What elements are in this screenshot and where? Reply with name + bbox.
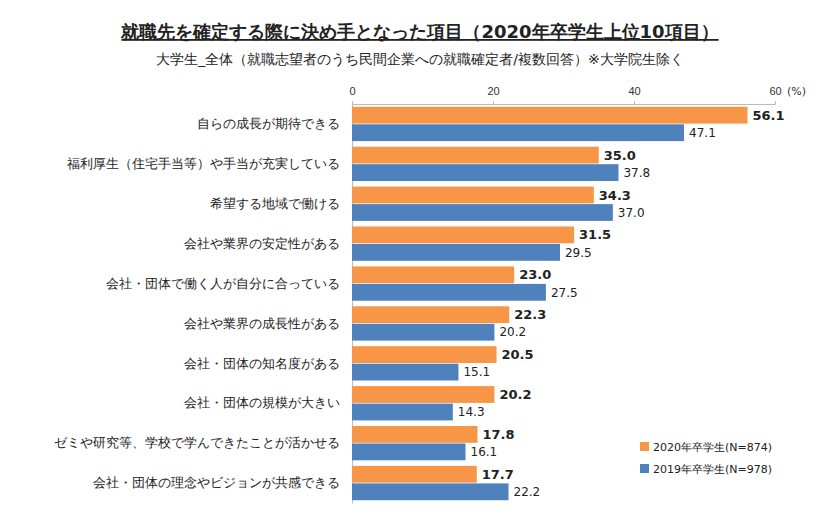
x-tick-mark xyxy=(493,101,494,104)
y-tick: ゼミや研究等、学校で学んできたことが活かせる xyxy=(54,435,352,450)
x-axis: 0 20 40 60 xyxy=(349,85,781,105)
y-tick: 会社や業界の成長性がある xyxy=(184,316,352,331)
x-tick-label: 0 xyxy=(349,85,355,97)
y-tick: 自らの成長が期待できる xyxy=(197,116,352,131)
legend-swatch xyxy=(640,442,649,451)
legend-label: 2020年卒学生(N=874) xyxy=(653,441,772,454)
y-tick: 会社・団体で働く人が自分に合っている xyxy=(106,276,352,291)
data-label: 34.3 xyxy=(599,188,631,203)
data-label: 17.7 xyxy=(482,467,514,482)
x-tick: 0 xyxy=(349,85,355,104)
bar xyxy=(352,346,497,363)
subtitle: 大学生_全体（就職志望者のうち民間企業への就職確定者/複数回答）※大学院生除く xyxy=(156,51,683,67)
title: 就職先を確定する際に決め手となった項目（2020年卒学生上位10項目） xyxy=(120,21,718,42)
x-tick: 20 xyxy=(487,85,499,104)
x-tick-label: 60 xyxy=(769,85,781,97)
x-tick-mark xyxy=(634,101,635,104)
bar xyxy=(352,364,458,381)
data-label: 37.0 xyxy=(618,206,645,220)
bar xyxy=(352,147,599,164)
y-tick-label: 会社・団体の知名度がある xyxy=(184,356,340,371)
data-label: 31.5 xyxy=(579,227,611,242)
x-tick-label: 40 xyxy=(628,85,640,97)
y-axis: 自らの成長が期待できる福利厚生（住宅手当等）や手当が充実している希望する地域で働… xyxy=(54,105,353,504)
bar xyxy=(352,306,509,323)
bar xyxy=(352,164,618,181)
data-label: 22.3 xyxy=(514,307,546,322)
y-tick-label: 会社や業界の成長性がある xyxy=(184,316,340,331)
y-tick: 会社・団体の規模が大きい xyxy=(184,395,352,410)
data-label: 47.1 xyxy=(689,126,716,140)
data-label: 22.2 xyxy=(514,485,541,499)
data-label: 37.8 xyxy=(623,166,650,180)
bar xyxy=(352,124,684,141)
y-tick-label: 福利厚生（住宅手当等）や手当が充実している xyxy=(67,156,340,171)
bar xyxy=(352,204,613,221)
bar xyxy=(352,404,453,421)
y-tick-label: 会社・団体の規模が大きい xyxy=(184,395,340,410)
y-tick-label: 希望する地域で働ける xyxy=(210,196,340,211)
data-label: 20.2 xyxy=(499,387,531,402)
bar xyxy=(352,284,546,301)
x-tick-mark xyxy=(775,101,776,104)
bar xyxy=(352,483,509,500)
x-tick-mark xyxy=(352,101,353,104)
data-label: 23.0 xyxy=(519,267,551,282)
data-label: 20.5 xyxy=(502,347,534,362)
bar xyxy=(352,444,466,461)
legend-label: 2019年卒学生(N=978) xyxy=(653,463,772,476)
bar xyxy=(352,426,477,443)
x-tick: 60 xyxy=(769,85,781,104)
data-label: 17.8 xyxy=(482,427,514,442)
y-tick-label: 会社・団体の理念やビジョンが共感できる xyxy=(93,475,340,490)
legend-swatch xyxy=(640,464,649,473)
x-axis-title: (%) xyxy=(787,85,806,98)
y-tick-label: 会社や業界の安定性がある xyxy=(184,236,340,251)
y-tick-label: 自らの成長が期待できる xyxy=(197,116,340,131)
bar xyxy=(352,187,594,204)
y-tick-label: 会社・団体で働く人が自分に合っている xyxy=(106,276,340,291)
data-labels: 56.1 35.0 34.3 31.5 23.0 22.3 20.5 20.2 17.8 17.7… xyxy=(458,108,785,499)
x-tick-label: 20 xyxy=(487,85,499,97)
y-tick: 会社や業界の安定性がある xyxy=(184,236,352,251)
x-tick: 40 xyxy=(628,85,640,104)
x-axis-line xyxy=(353,101,776,105)
data-label: 27.5 xyxy=(551,286,578,300)
data-label: 56.1 xyxy=(753,108,785,123)
bar xyxy=(352,244,560,261)
y-tick: 希望する地域で働ける xyxy=(210,196,352,211)
data-label: 14.3 xyxy=(458,405,485,419)
data-label: 29.5 xyxy=(565,246,592,260)
data-label: 15.1 xyxy=(463,365,490,379)
bar xyxy=(352,226,574,243)
bar xyxy=(352,266,514,283)
legend: 2020年卒学生(N=874) 2019年卒学生(N=978) xyxy=(640,441,772,476)
y-tick: 福利厚生（住宅手当等）や手当が充実している xyxy=(67,156,352,171)
chart: 就職先を確定する際に決め手となった項目（2020年卒学生上位10項目） 大学生_全… xyxy=(0,0,840,528)
bar xyxy=(352,107,748,124)
y-tick: 会社・団体の理念やビジョンが共感できる xyxy=(93,475,352,490)
bar xyxy=(352,386,494,403)
y-tick: 会社・団体の知名度がある xyxy=(184,356,352,371)
bar xyxy=(352,466,477,483)
data-label: 16.1 xyxy=(471,445,498,459)
data-label: 20.2 xyxy=(499,325,526,339)
y-tick-label: ゼミや研究等、学校で学んできたことが活かせる xyxy=(54,435,340,450)
bar xyxy=(352,324,494,341)
data-label: 35.0 xyxy=(604,148,636,163)
